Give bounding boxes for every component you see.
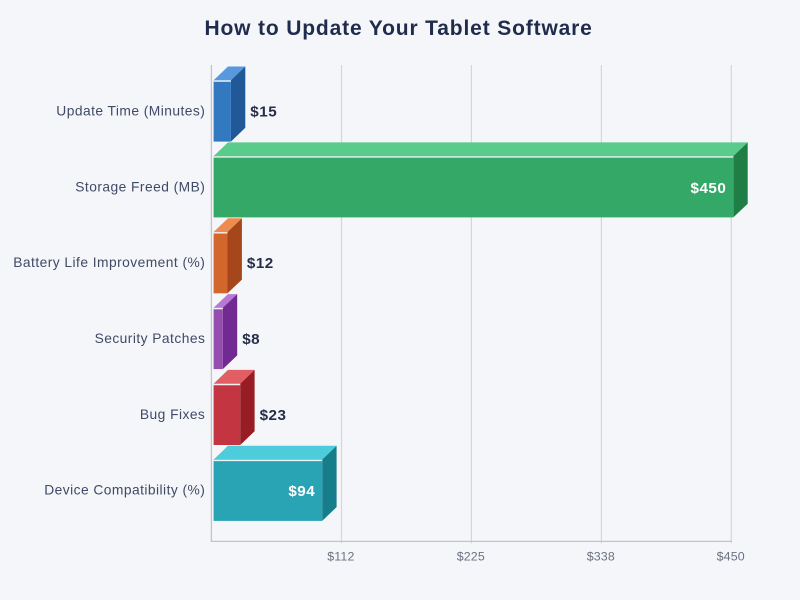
svg-text:Device Compatibility (%): Device Compatibility (%) <box>44 483 205 498</box>
svg-text:Security Patches: Security Patches <box>95 331 206 346</box>
svg-text:$112: $112 <box>327 550 354 564</box>
svg-text:$338: $338 <box>587 550 615 564</box>
svg-text:$94: $94 <box>288 483 315 500</box>
svg-text:$8: $8 <box>242 331 260 348</box>
svg-text:$15: $15 <box>250 103 277 120</box>
svg-text:$23: $23 <box>260 407 287 424</box>
svg-text:$225: $225 <box>457 550 485 564</box>
svg-text:Update Time (Minutes): Update Time (Minutes) <box>56 103 205 118</box>
svg-text:Storage Freed (MB): Storage Freed (MB) <box>75 179 205 194</box>
svg-text:$450: $450 <box>691 180 727 197</box>
svg-text:Battery Life Improvement (%): Battery Life Improvement (%) <box>13 255 205 270</box>
svg-text:Bug Fixes: Bug Fixes <box>140 407 205 422</box>
svg-text:$12: $12 <box>247 255 274 272</box>
svg-text:$450: $450 <box>717 550 745 564</box>
svg-text:How to Update Your Tablet Soft: How to Update Your Tablet Software <box>204 17 592 40</box>
